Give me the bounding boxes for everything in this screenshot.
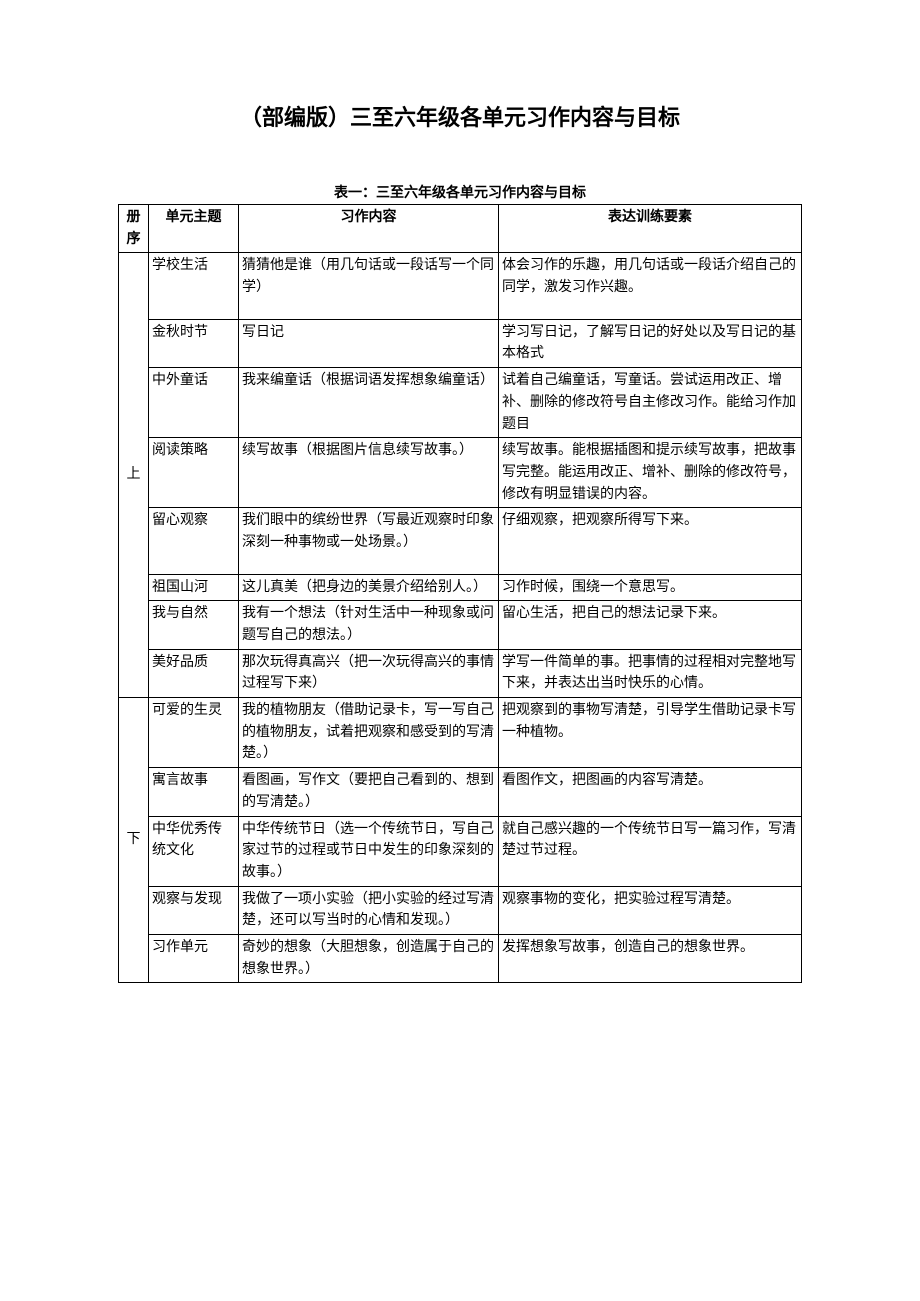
element-cell: 学习写日记，了解写日记的好处以及写日记的基本格式 xyxy=(499,319,802,367)
content-cell: 奇妙的想象（大胆想象，创造属于自己的想象世界。） xyxy=(239,934,499,982)
document-page: （部编版）三至六年级各单元习作内容与目标 表一：三至六年级各单元习作内容与目标 … xyxy=(0,0,920,1043)
table-row: 祖国山河这儿真美（把身边的美景介绍给别人。）习作时候，围绕一个意思写。 xyxy=(119,574,802,601)
element-cell: 试着自己编童话，写童话。尝试运用改正、增补、删除的修改符号自主修改习作。能给习作… xyxy=(499,368,802,438)
element-cell: 学写一件简单的事。把事情的过程相对完整地写下来，并表达出当时快乐的心情。 xyxy=(499,649,802,697)
element-cell: 观察事物的变化，把实验过程写清楚。 xyxy=(499,886,802,934)
table-row: 下可爱的生灵我的植物朋友（借助记录卡，写一写自己的植物朋友，试着把观察和感受到的… xyxy=(119,698,802,768)
document-title: （部编版）三至六年级各单元习作内容与目标 xyxy=(118,100,802,132)
content-cell: 我做了一项小实验（把小实验的经过写清楚，还可以写当时的心情和发现。） xyxy=(239,886,499,934)
content-cell: 中华传统节日（选一个传统节日，写自己家过节的过程或节日中发生的印象深刻的故事。） xyxy=(239,816,499,886)
table-row: 美好品质那次玩得真高兴（把一次玩得高兴的事情过程写下来）学写一件简单的事。把事情… xyxy=(119,649,802,697)
table-row: 留心观察我们眼中的缤纷世界（写最近观察时印象深刻一种事物或一处场景。）仔细观察，… xyxy=(119,508,802,574)
element-cell: 仔细观察，把观察所得写下来。 xyxy=(499,508,802,574)
content-cell: 我有一个想法（针对生活中一种现象或问题写自己的想法。） xyxy=(239,601,499,649)
table-row: 寓言故事看图画，写作文（要把自己看到的、想到的写清楚。）看图作文，把图画的内容写… xyxy=(119,768,802,816)
theme-cell: 寓言故事 xyxy=(149,768,239,816)
table-row: 阅读策略续写故事（根据图片信息续写故事。）续写故事。能根据插图和提示续写故事，把… xyxy=(119,438,802,508)
theme-cell: 祖国山河 xyxy=(149,574,239,601)
element-cell: 把观察到的事物写清楚，引导学生借助记录卡写一种植物。 xyxy=(499,698,802,768)
volume-cell: 下 xyxy=(119,698,149,983)
table-row: 上学校生活猜猜他是谁（用几句话或一段话写一个同学）体会习作的乐趣，用几句话或一段… xyxy=(119,253,802,319)
theme-cell: 美好品质 xyxy=(149,649,239,697)
theme-cell: 可爱的生灵 xyxy=(149,698,239,768)
theme-cell: 习作单元 xyxy=(149,934,239,982)
element-cell: 看图作文，把图画的内容写清楚。 xyxy=(499,768,802,816)
table-row: 中华优秀传统文化中华传统节日（选一个传统节日，写自己家过节的过程或节日中发生的印… xyxy=(119,816,802,886)
header-volume: 册序 xyxy=(119,205,149,253)
element-cell: 习作时候，围绕一个意思写。 xyxy=(499,574,802,601)
element-cell: 体会习作的乐趣，用几句话或一段话介绍自己的同学，激发习作兴趣。 xyxy=(499,253,802,319)
table-row: 我与自然我有一个想法（针对生活中一种现象或问题写自己的想法。）留心生活，把自己的… xyxy=(119,601,802,649)
table-body: 上学校生活猜猜他是谁（用几句话或一段话写一个同学）体会习作的乐趣，用几句话或一段… xyxy=(119,253,802,983)
theme-cell: 中外童话 xyxy=(149,368,239,438)
theme-cell: 阅读策略 xyxy=(149,438,239,508)
header-content: 习作内容 xyxy=(239,205,499,253)
theme-cell: 我与自然 xyxy=(149,601,239,649)
header-element: 表达训练要素 xyxy=(499,205,802,253)
content-cell: 猜猜他是谁（用几句话或一段话写一个同学） xyxy=(239,253,499,319)
element-cell: 发挥想象写故事，创造自己的想象世界。 xyxy=(499,934,802,982)
table-row: 中外童话我来编童话（根据词语发挥想象编童话）试着自己编童话，写童话。尝试运用改正… xyxy=(119,368,802,438)
content-cell: 我们眼中的缤纷世界（写最近观察时印象深刻一种事物或一处场景。） xyxy=(239,508,499,574)
table-row: 观察与发现我做了一项小实验（把小实验的经过写清楚，还可以写当时的心情和发现。）观… xyxy=(119,886,802,934)
table-caption: 表一：三至六年级各单元习作内容与目标 xyxy=(118,182,802,202)
content-cell: 我的植物朋友（借助记录卡，写一写自己的植物朋友，试着把观察和感受到的写清楚。） xyxy=(239,698,499,768)
table-row: 金秋时节写日记学习写日记，了解写日记的好处以及写日记的基本格式 xyxy=(119,319,802,367)
theme-cell: 留心观察 xyxy=(149,508,239,574)
theme-cell: 金秋时节 xyxy=(149,319,239,367)
content-cell: 续写故事（根据图片信息续写故事。） xyxy=(239,438,499,508)
header-theme: 单元主题 xyxy=(149,205,239,253)
theme-cell: 中华优秀传统文化 xyxy=(149,816,239,886)
curriculum-table: 册序 单元主题 习作内容 表达训练要素 上学校生活猜猜他是谁（用几句话或一段话写… xyxy=(118,204,802,983)
content-cell: 看图画，写作文（要把自己看到的、想到的写清楚。） xyxy=(239,768,499,816)
table-row: 习作单元奇妙的想象（大胆想象，创造属于自己的想象世界。）发挥想象写故事，创造自己… xyxy=(119,934,802,982)
content-cell: 这儿真美（把身边的美景介绍给别人。） xyxy=(239,574,499,601)
element-cell: 就自己感兴趣的一个传统节日写一篇习作，写清楚过节过程。 xyxy=(499,816,802,886)
element-cell: 留心生活，把自己的想法记录下来。 xyxy=(499,601,802,649)
element-cell: 续写故事。能根据插图和提示续写故事，把故事写完整。能运用改正、增补、删除的修改符… xyxy=(499,438,802,508)
theme-cell: 观察与发现 xyxy=(149,886,239,934)
content-cell: 我来编童话（根据词语发挥想象编童话） xyxy=(239,368,499,438)
content-cell: 那次玩得真高兴（把一次玩得高兴的事情过程写下来） xyxy=(239,649,499,697)
table-header: 册序 单元主题 习作内容 表达训练要素 xyxy=(119,205,802,253)
volume-cell: 上 xyxy=(119,253,149,698)
theme-cell: 学校生活 xyxy=(149,253,239,319)
content-cell: 写日记 xyxy=(239,319,499,367)
